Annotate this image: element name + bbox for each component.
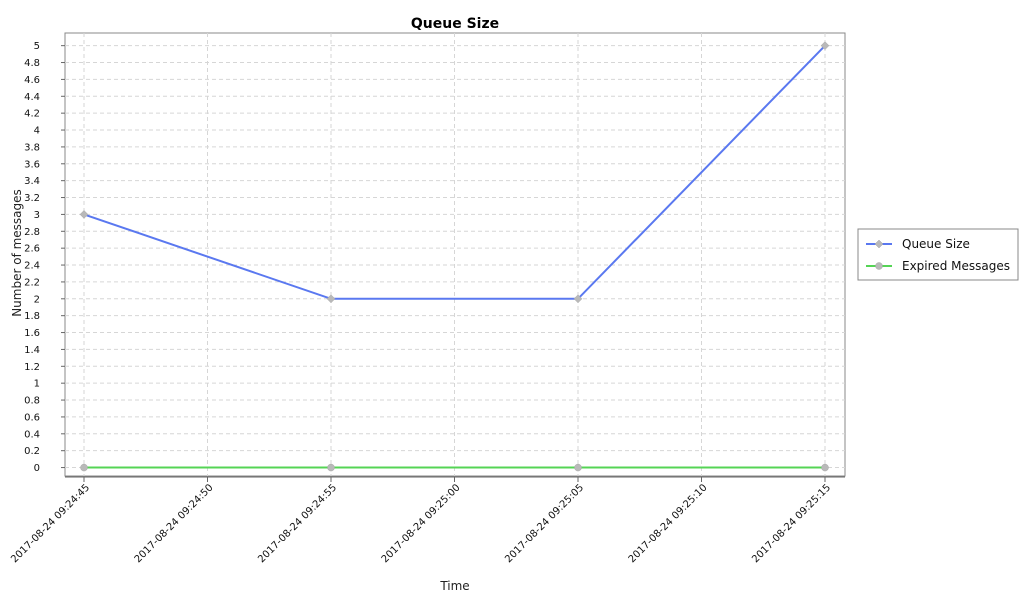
y-tick-label: 4.2: [24, 109, 40, 120]
plot-area: [64, 32, 846, 477]
expired-messages-point: [327, 463, 335, 472]
y-tick-label: 5: [34, 41, 40, 52]
x-tick-label: 2017-08-24 09:24:45: [9, 482, 92, 565]
y-tick-label: 1: [34, 379, 40, 390]
y-tick-label: 1.8: [24, 311, 40, 322]
x-tick-label: 2017-08-24 09:25:05: [503, 482, 586, 565]
queue-size-point: [820, 41, 830, 51]
y-tick-label: 3.8: [24, 142, 40, 153]
legend: Queue Size Expired Messages: [857, 228, 1019, 281]
legend-swatch-marker: [875, 262, 883, 270]
x-tick-label: 2017-08-24 09:24:50: [133, 482, 216, 565]
y-tick-label: 0.2: [24, 446, 40, 457]
legend-box: [857, 228, 1019, 281]
legend-label-queue-size: Queue Size: [902, 237, 970, 251]
legend-swatch-marker: [874, 239, 884, 249]
y-tick-label: 2.6: [24, 244, 40, 255]
queue-size-line: [83, 44, 826, 300]
series-layer: [79, 41, 830, 472]
x-axis: 2017-08-24 09:24:45 2017-08-24 09:24:50 20…: [9, 476, 845, 565]
x-tick-label: 2017-08-24 09:25:10: [627, 482, 710, 565]
expired-messages-point: [821, 463, 829, 472]
queue-size-point: [79, 210, 89, 219]
y-tick-label: 1.6: [24, 328, 40, 339]
expired-messages-point: [574, 463, 582, 472]
x-axis-label: Time: [439, 579, 469, 593]
y-tick-label: 3: [34, 210, 40, 221]
y-tick-label: 1.4: [24, 345, 40, 356]
y-tick-label: 4: [34, 126, 40, 137]
queue-size-point: [573, 294, 583, 304]
y-tick-label: 4.4: [24, 92, 40, 103]
y-tick-label: 3.6: [24, 159, 40, 170]
expired-messages-point: [80, 463, 88, 472]
y-tick-label: 2: [34, 294, 40, 305]
x-tick-label: 2017-08-24 09:25:00: [380, 482, 463, 565]
y-tick-label: 3.4: [24, 176, 40, 187]
legend-label-expired-messages: Expired Messages: [902, 259, 1010, 273]
y-tick-label: 3.2: [24, 193, 40, 204]
y-tick-label: 4.8: [24, 58, 40, 69]
y-tick-label: 2.4: [24, 261, 40, 272]
y-tick-label: 0.4: [24, 429, 40, 440]
y-tick-label: 1.2: [24, 362, 40, 373]
y-axis-label: Number of messages: [10, 189, 24, 317]
y-tick-label: 0.8: [24, 396, 40, 407]
y-tick-label: 4.6: [24, 75, 40, 86]
x-tick-label: 2017-08-24 09:25:15: [750, 482, 833, 565]
y-axis: 0 0.2 0.4 0.6 0.8 1 1.2 1.4 1.6 1.8 2 2.2 2.4 2.6 2.8 3…: [24, 41, 65, 474]
y-tick-label: 0.6: [24, 412, 40, 423]
chart-title: Queue Size: [411, 16, 499, 32]
y-tick-label: 2.8: [24, 227, 40, 238]
queue-size-point: [326, 294, 336, 304]
x-tick-label: 2017-08-24 09:24:55: [256, 482, 339, 565]
y-tick-label: 2.2: [24, 277, 40, 288]
y-tick-label: 0: [34, 463, 40, 474]
